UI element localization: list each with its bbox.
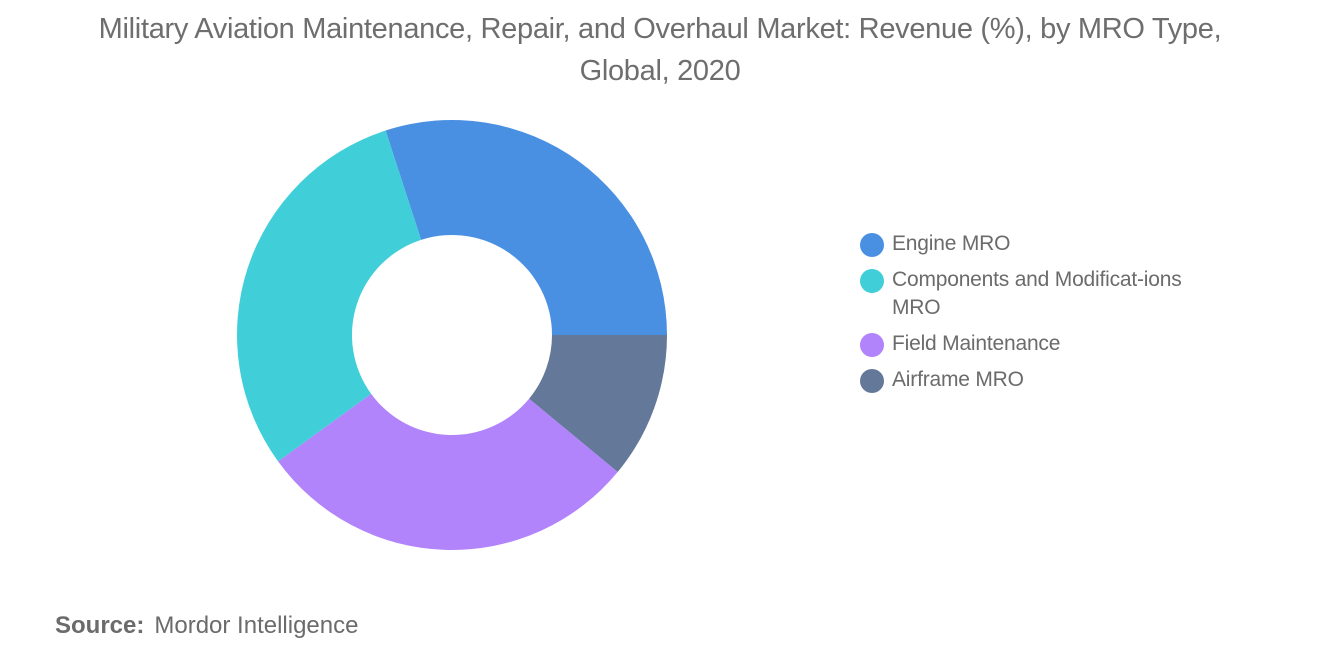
legend-item-engine-mro: Engine MRO [860, 230, 1190, 258]
source-note: Source: Mordor Intelligence [55, 611, 358, 641]
legend-swatch-field-maintenance [860, 333, 884, 357]
donut-slice-airframe-mro [529, 335, 667, 473]
chart-legend: Engine MRO Components and Modificat-ions… [860, 230, 1190, 402]
chart-title: Military Aviation Maintenance, Repair, a… [98, 13, 1222, 87]
legend-item-airframe-mro: Airframe MRO [860, 366, 1190, 394]
donut-slice-field-maintenance [278, 393, 618, 550]
legend-label: Engine MRO [892, 232, 1011, 255]
donut-slice-engine-mro [385, 119, 667, 335]
source-value: Mordor Intelligence [154, 612, 359, 639]
legend-swatch-airframe-mro [860, 369, 884, 393]
legend-item-field-maintenance: Field Maintenance [860, 330, 1190, 358]
legend-label: Field Maintenance [892, 332, 1061, 355]
legend-swatch-engine-mro [860, 233, 884, 257]
donut-slice-components-and-modificat-ions-mro [236, 130, 422, 462]
legend-item-components-mro: Components and Modificat-ions MRO [860, 266, 1190, 322]
legend-label: Components and Modificat-ions MRO [892, 268, 1182, 319]
source-key: Source: [55, 612, 145, 639]
legend-label: Airframe MRO [892, 368, 1024, 391]
legend-swatch-components-mro [860, 269, 884, 293]
